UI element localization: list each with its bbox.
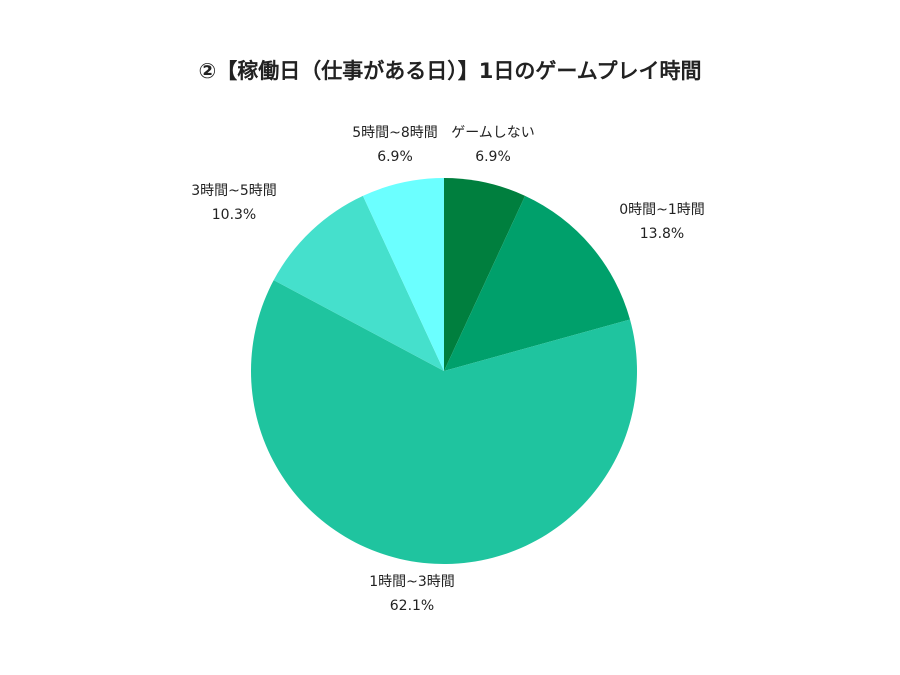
pie-labels: ゲームしない 6.9% 0時間~1時間 13.8% 1時間~3時間 62.1% 3時間~5時… [191, 125, 705, 614]
pie-slice-0 [444, 178, 526, 371]
slice-value-label-2: 62.1% [390, 598, 434, 614]
slice-label-0: ゲームしない [451, 125, 535, 141]
pie-slice-2 [250, 280, 637, 564]
slice-value-label-1: 13.8% [640, 226, 684, 242]
slice-value-label-3: 10.3% [212, 207, 256, 223]
pie-slice-4 [362, 178, 444, 371]
slice-label-4: 5時間~8時間 [352, 125, 438, 141]
pie-slice-3 [273, 195, 444, 371]
slice-label-3: 3時間~5時間 [191, 183, 277, 199]
chart-title: ②【稼働日（仕事がある日）】1日のゲームプレイ時間 [199, 59, 702, 83]
slice-label-1: 0時間~1時間 [619, 202, 705, 218]
pie-slice-1 [444, 195, 630, 371]
slice-value-label-0: 6.9% [475, 149, 511, 165]
pie-slices [250, 178, 637, 564]
slice-label-2: 1時間~3時間 [369, 574, 455, 590]
slice-value-label-4: 6.9% [377, 149, 413, 165]
